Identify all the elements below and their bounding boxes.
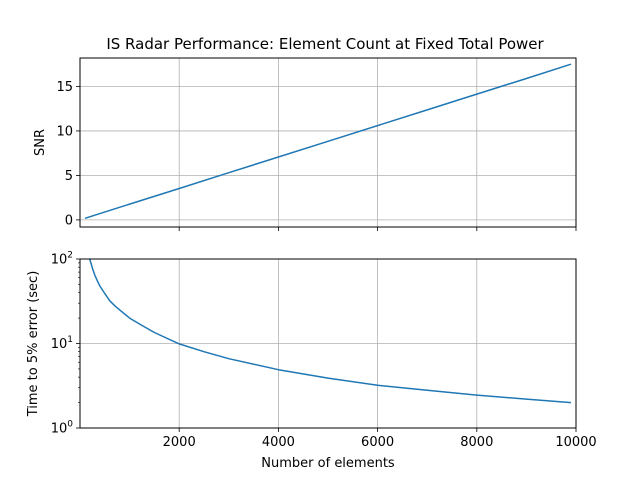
time-ticks: 2000 4000 6000 8000 10000 100 101 102 bbox=[51, 251, 597, 451]
time-x-tick-label: 8000 bbox=[460, 435, 493, 450]
snr-line bbox=[84, 63, 572, 220]
snr-y-tick-label: 10 bbox=[56, 124, 73, 139]
snr-plot-frame bbox=[79, 57, 577, 228]
time-line bbox=[88, 259, 572, 404]
time-x-tick-label: 6000 bbox=[361, 435, 394, 450]
time-series bbox=[88, 259, 572, 404]
time-y-axis-label: Time to 5% error (sec) bbox=[26, 271, 41, 418]
time-x-tick-label: 2000 bbox=[163, 435, 196, 450]
snr-y-tick-label: 15 bbox=[56, 80, 73, 95]
snr-y-tick-label: 0 bbox=[65, 213, 73, 228]
time-y-tick-label: 102 bbox=[51, 251, 73, 268]
time-subplot: 2000 4000 6000 8000 10000 100 101 102 Number of… bbox=[26, 251, 597, 472]
time-x-tick-label: 4000 bbox=[262, 435, 295, 450]
snr-subplot: IS Radar Performance: Element Count at F… bbox=[33, 35, 577, 231]
chart-title: IS Radar Performance: Element Count at F… bbox=[106, 35, 544, 53]
time-y-tick-label: 100 bbox=[51, 420, 74, 437]
time-y-tick-label: 101 bbox=[51, 335, 73, 352]
time-x-tick-label: 10000 bbox=[555, 435, 596, 450]
snr-ticks: 0 5 10 15 bbox=[56, 80, 577, 231]
snr-y-axis-label: SNR bbox=[33, 129, 48, 156]
snr-series bbox=[84, 63, 572, 220]
x-axis-label: Number of elements bbox=[261, 456, 395, 471]
snr-y-tick-label: 5 bbox=[65, 169, 73, 184]
snr-grid bbox=[80, 58, 577, 227]
